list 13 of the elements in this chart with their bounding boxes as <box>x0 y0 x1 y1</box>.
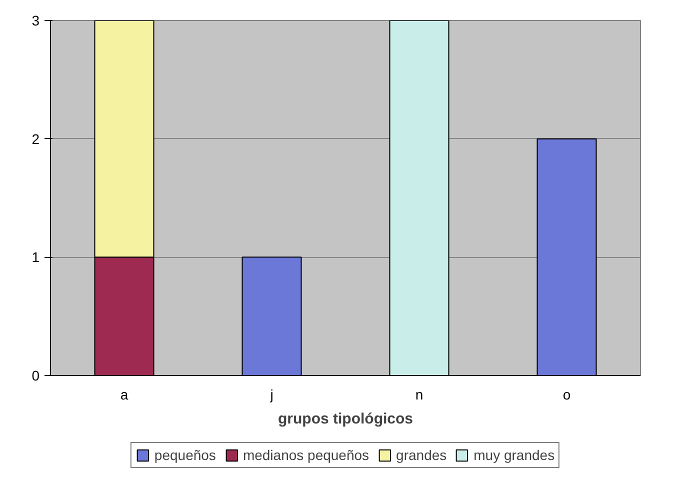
y-tick-label: 0 <box>32 368 40 384</box>
y-tick-label: 1 <box>32 249 40 266</box>
x-tick-label: n <box>415 386 424 402</box>
x-tick-label: j <box>269 386 274 402</box>
x-tick-label: a <box>120 386 128 402</box>
x-axis-title: grupos tipológicos <box>278 410 414 428</box>
legend-label: pequeños <box>154 447 216 463</box>
x-tick-label: o <box>562 386 571 402</box>
y-tick-label: 3 <box>32 12 40 28</box>
y-tick-label: 2 <box>32 130 40 147</box>
legend-label: medianos pequeños <box>242 447 370 463</box>
legend-label: grandes <box>396 447 447 463</box>
legend-label: muy grandes <box>474 447 555 463</box>
